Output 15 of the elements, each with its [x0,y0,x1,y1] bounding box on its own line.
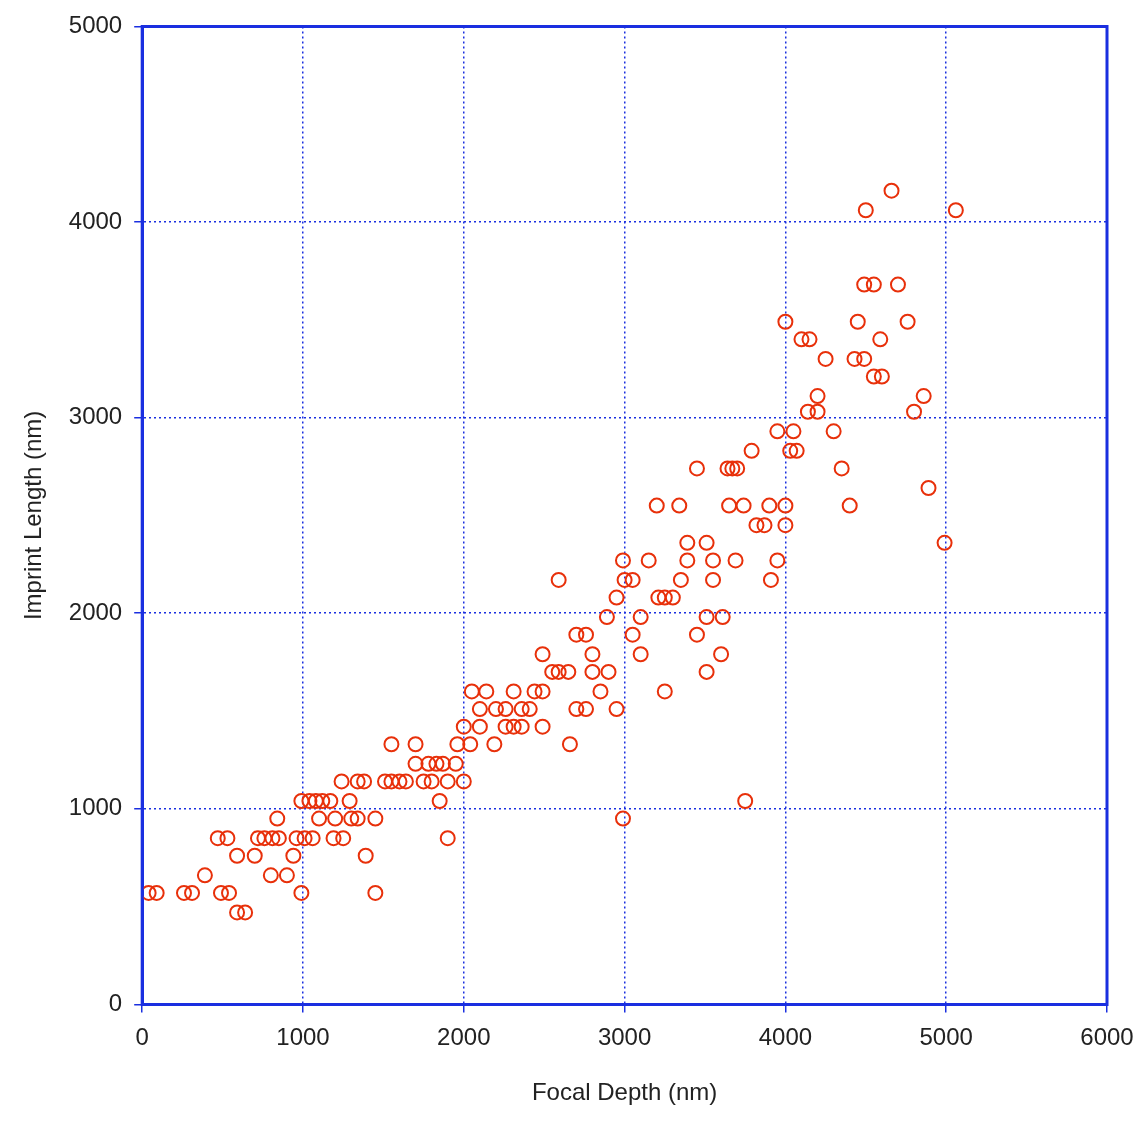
y-tick-label: 3000 [68,402,123,430]
y-tick-label: 2000 [68,597,123,625]
y-tick-label: 5000 [68,11,123,39]
y-axis-title: Imprint Length (nm) [19,410,47,621]
x-tick-label: 6000 [1080,1023,1134,1051]
x-tick-label: 5000 [919,1023,973,1051]
x-tick-label: 1000 [276,1023,330,1051]
y-tick-label: 0 [108,989,123,1017]
x-tick-label: 4000 [758,1023,813,1051]
x-axis-title: Focal Depth (nm) [531,1078,718,1106]
x-tick-label: 0 [135,1023,149,1051]
x-tick-label: 2000 [437,1023,491,1051]
y-tick-label: 4000 [68,206,123,234]
y-tick-label: 1000 [68,793,123,821]
x-tick-label: 3000 [597,1023,652,1051]
